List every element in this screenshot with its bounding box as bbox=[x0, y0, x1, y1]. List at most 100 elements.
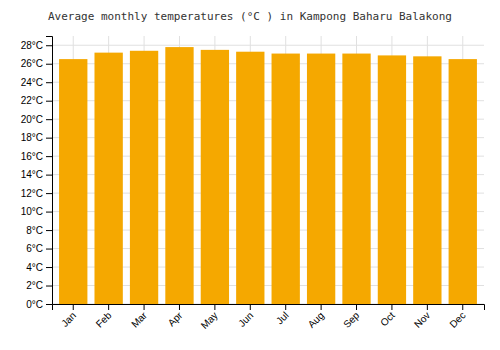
tick-mark bbox=[46, 82, 52, 83]
tick: Sep bbox=[341, 304, 362, 330]
tick: Aug bbox=[306, 304, 326, 330]
tick-label: 20°C bbox=[21, 114, 43, 125]
tick-label: Jun bbox=[236, 310, 255, 329]
tick-mark bbox=[46, 119, 52, 120]
axis-line bbox=[53, 305, 485, 311]
tick-label: 28°C bbox=[21, 40, 43, 51]
tick-label: 6°C bbox=[26, 243, 43, 254]
bar bbox=[201, 50, 229, 304]
tick: Mar bbox=[129, 304, 149, 330]
bars bbox=[59, 47, 477, 304]
tick: 2°C bbox=[26, 280, 52, 291]
tick: 24°C bbox=[21, 77, 52, 88]
tick-label: 0°C bbox=[26, 299, 43, 310]
bar bbox=[130, 51, 158, 304]
tick-mark bbox=[46, 304, 52, 305]
tick: Oct bbox=[378, 304, 397, 328]
tick-label: Mar bbox=[129, 309, 149, 329]
tick-mark bbox=[46, 45, 52, 46]
tick-label: 2°C bbox=[26, 280, 43, 291]
tick: Feb bbox=[94, 304, 114, 330]
tick: 4°C bbox=[26, 262, 52, 273]
tick-mark bbox=[46, 212, 52, 213]
tick-mark bbox=[46, 249, 52, 250]
tick-mark bbox=[108, 304, 109, 310]
tick-label: 18°C bbox=[21, 132, 43, 143]
bar bbox=[342, 54, 370, 304]
tick-mark bbox=[391, 304, 392, 310]
tick-mark bbox=[321, 304, 322, 310]
tick-mark bbox=[46, 175, 52, 176]
tick-label: 14°C bbox=[21, 169, 43, 180]
bar bbox=[378, 55, 406, 304]
tick-mark bbox=[46, 156, 52, 157]
tick: 16°C bbox=[21, 151, 52, 162]
tick-mark bbox=[179, 304, 180, 310]
tick: Jul bbox=[274, 304, 291, 326]
tick-mark bbox=[46, 193, 52, 194]
tick: Nov bbox=[412, 304, 432, 330]
tick-mark bbox=[46, 230, 52, 231]
tick-mark bbox=[46, 138, 52, 139]
tick-mark bbox=[46, 64, 52, 65]
tick-mark bbox=[46, 101, 52, 102]
tick: Jan bbox=[59, 304, 78, 329]
tick-label: 16°C bbox=[21, 151, 43, 162]
x-axis: Jan Feb Mar Apr May Jun Jul Aug Sep Oct Nov Dec bbox=[53, 304, 485, 331]
tick-mark bbox=[285, 304, 286, 310]
tick-label: 4°C bbox=[26, 262, 43, 273]
chart: 0°C 2°C 4°C 6°C 8°C 10°C 12°C 14°C 16°C 18°C 20°C 2… bbox=[0, 0, 500, 350]
bar bbox=[449, 59, 477, 304]
tick: Apr bbox=[166, 304, 185, 328]
tick-label: Nov bbox=[412, 310, 432, 330]
tick: Dec bbox=[447, 304, 467, 330]
tick: May bbox=[199, 304, 220, 331]
tick: 22°C bbox=[21, 95, 52, 106]
tick-mark bbox=[356, 304, 357, 310]
bar bbox=[272, 54, 300, 304]
tick-label: Dec bbox=[447, 310, 467, 330]
bar bbox=[413, 56, 441, 304]
tick-label: 12°C bbox=[21, 188, 43, 199]
tick-label: 24°C bbox=[21, 77, 43, 88]
tick-label: Sep bbox=[341, 309, 362, 330]
tick-mark bbox=[214, 304, 215, 310]
tick-mark bbox=[462, 304, 463, 310]
tick-label: 8°C bbox=[26, 225, 43, 236]
axis-line bbox=[46, 37, 53, 305]
tick: 6°C bbox=[26, 243, 52, 254]
tick-label: Oct bbox=[378, 310, 397, 329]
grid bbox=[52, 36, 484, 304]
tick-label: Jan bbox=[59, 310, 78, 329]
tick: 20°C bbox=[21, 114, 52, 125]
tick: 8°C bbox=[26, 225, 52, 236]
tick: 26°C bbox=[21, 58, 52, 69]
tick: 28°C bbox=[21, 40, 52, 51]
tick: 10°C bbox=[21, 206, 52, 217]
tick-label: Jul bbox=[274, 310, 291, 327]
tick-label: 10°C bbox=[21, 206, 43, 217]
y-axis: 0°C 2°C 4°C 6°C 8°C 10°C 12°C 14°C 16°C 18°C 20°C 2… bbox=[21, 37, 53, 310]
bar bbox=[165, 47, 193, 304]
bar bbox=[94, 53, 122, 304]
tick-label: Aug bbox=[306, 310, 326, 330]
tick-label: May bbox=[199, 310, 220, 331]
tick-label: Feb bbox=[94, 309, 114, 329]
tick-mark bbox=[73, 304, 74, 310]
title: Average monthly temperatures (°C ) in Ka… bbox=[48, 10, 452, 23]
tick-mark bbox=[427, 304, 428, 310]
grid-line bbox=[52, 45, 484, 46]
bar bbox=[307, 54, 335, 304]
tick: 14°C bbox=[21, 169, 52, 180]
tick-label: Apr bbox=[166, 309, 185, 328]
tick-label: 22°C bbox=[21, 95, 43, 106]
bar bbox=[59, 59, 87, 304]
bar bbox=[236, 52, 264, 304]
tick-mark bbox=[250, 304, 251, 310]
tick: 0°C bbox=[26, 299, 52, 310]
tick-mark bbox=[46, 286, 52, 287]
tick: 12°C bbox=[21, 188, 52, 199]
tick-mark bbox=[144, 304, 145, 310]
tick: Jun bbox=[236, 304, 255, 329]
tick: 18°C bbox=[21, 132, 52, 143]
